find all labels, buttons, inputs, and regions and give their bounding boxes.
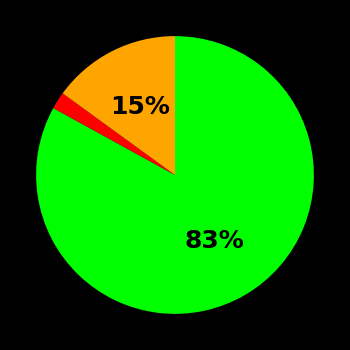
Wedge shape bbox=[63, 36, 175, 175]
Wedge shape bbox=[53, 93, 175, 175]
Wedge shape bbox=[36, 36, 314, 314]
Text: 15%: 15% bbox=[110, 95, 170, 119]
Text: 83%: 83% bbox=[184, 229, 244, 253]
